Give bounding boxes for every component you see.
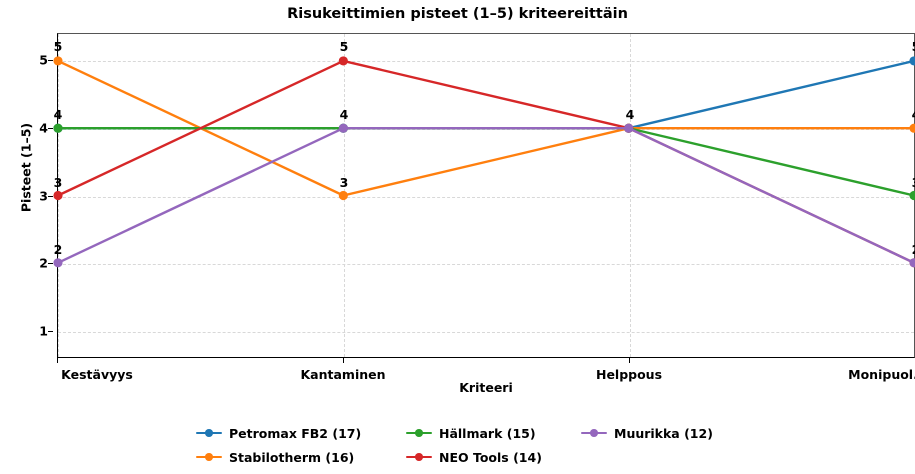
legend-item[interactable]: Hällmark (15) xyxy=(406,426,581,441)
data-point xyxy=(338,123,348,133)
y-tick-label: 4 xyxy=(39,120,48,136)
data-point xyxy=(909,190,915,201)
legend-item[interactable]: NEO Tools (14) xyxy=(406,450,581,465)
gridline-vertical xyxy=(630,34,631,357)
data-point xyxy=(53,258,63,268)
series-line xyxy=(56,127,915,264)
legend-item[interactable]: Muurikka (12) xyxy=(581,426,776,441)
data-point xyxy=(338,190,348,201)
y-tick-mark xyxy=(48,60,53,62)
x-tick-label: Helppous xyxy=(595,367,663,382)
y-tick-label: 2 xyxy=(39,255,48,271)
gridline-horizontal xyxy=(58,264,914,266)
data-point-label: 4 xyxy=(339,106,349,122)
point-label-layer: 5 4 3 2 5 4 3 4 5 4 3 2 xyxy=(54,34,915,357)
y-tick-label: 3 xyxy=(39,188,48,203)
legend-item[interactable]: Stabilotherm (16) xyxy=(196,450,406,465)
x-tick-label: Monipuol. xyxy=(848,367,915,382)
data-point-label: 2 xyxy=(912,242,915,257)
data-point-label: 4 xyxy=(53,106,63,122)
plot-area: 5 4 3 2 5 4 3 4 5 4 3 2 xyxy=(53,33,915,358)
legend-marker-icon xyxy=(196,427,222,439)
y-tick-label: 1 xyxy=(39,323,48,339)
data-point-label: 3 xyxy=(912,175,915,190)
data-point-label: 3 xyxy=(339,174,349,190)
data-point-label: 5 xyxy=(912,39,915,54)
legend-label: NEO Tools (14) xyxy=(439,449,542,465)
gridline-horizontal xyxy=(58,331,914,333)
legend-label: Muurikka (12) xyxy=(614,425,713,441)
legend-label: Stabilotherm (16) xyxy=(229,449,355,465)
y-tick-label: 5 xyxy=(39,52,48,68)
gridline-horizontal xyxy=(58,196,914,198)
data-point xyxy=(53,190,63,201)
data-point-label: 2 xyxy=(53,242,63,258)
data-point xyxy=(53,123,63,133)
legend-label: Hällmark (15) xyxy=(439,425,536,441)
legend-marker-icon xyxy=(581,427,607,439)
x-axis-label: Kriteeri xyxy=(459,380,513,395)
legend-marker-icon xyxy=(406,451,432,463)
x-tick-label: Kestävyys xyxy=(61,367,133,382)
data-point xyxy=(624,123,634,133)
series-layer xyxy=(53,56,915,268)
legend-item[interactable]: Petromax FB2 (17) xyxy=(196,426,406,441)
data-point xyxy=(909,56,915,66)
y-tick-mark xyxy=(48,195,53,197)
x-tick-mark xyxy=(629,358,630,363)
gridline-horizontal xyxy=(58,61,914,63)
y-tick-mark xyxy=(48,330,53,332)
data-point-label: 4 xyxy=(912,107,915,122)
data-point-label: 3 xyxy=(53,174,63,190)
data-point xyxy=(53,56,63,66)
x-axis-ticks: Kestävyys Kantaminen Helppous Monipuol. xyxy=(57,358,915,388)
chart-title: Risukeittimien pisteet (1–5) kriteereitt… xyxy=(287,6,628,22)
data-point-label: 5 xyxy=(339,39,349,55)
y-axis-label: Pisteet (1–5) xyxy=(18,122,34,213)
legend-marker-icon xyxy=(406,427,432,439)
legend-label: Petromax FB2 (17) xyxy=(229,425,362,441)
y-axis-ticks: 1 2 3 4 5 xyxy=(0,33,53,358)
x-tick-label: Kantaminen xyxy=(300,367,386,382)
data-point xyxy=(338,56,348,66)
series-muurikka-12 xyxy=(53,123,915,268)
data-point-label: 4 xyxy=(625,106,635,122)
y-tick-mark xyxy=(48,263,53,265)
data-point xyxy=(909,258,915,268)
data-point-label: 5 xyxy=(53,39,63,55)
data-point xyxy=(909,123,915,133)
x-tick-mark xyxy=(343,358,344,363)
x-tick-mark xyxy=(57,358,58,363)
y-tick-mark xyxy=(48,127,53,129)
chart-legend: Petromax FB2 (17) Hällmark (15) Muurikka (… xyxy=(196,421,776,469)
legend-marker-icon xyxy=(196,451,222,463)
